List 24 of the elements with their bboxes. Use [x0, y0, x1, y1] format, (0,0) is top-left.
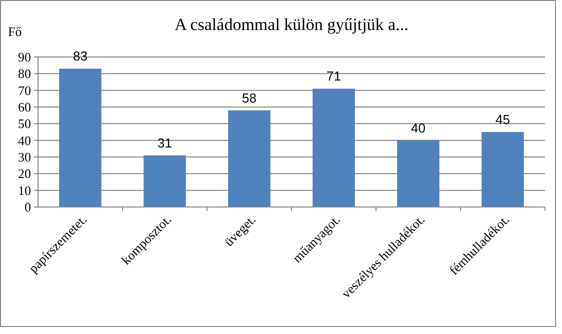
bar: [397, 140, 440, 207]
data-label: 58: [242, 90, 256, 106]
y-tick-label: 0: [24, 200, 31, 215]
data-label: 31: [158, 135, 172, 150]
y-tick-label: 40: [18, 132, 31, 148]
y-tick-label: 30: [18, 150, 31, 165]
y-tick-label: 90: [18, 50, 31, 65]
y-axis-title: Fő: [8, 24, 22, 39]
y-tick-label: 80: [18, 66, 31, 82]
bar: [482, 132, 524, 207]
chart-title: A családommal külön gyűjtjük a...: [174, 15, 408, 34]
y-tick-label: 70: [18, 82, 31, 98]
bar: [312, 88, 355, 207]
bar: [59, 68, 102, 207]
y-tick-label: 60: [18, 100, 31, 115]
y-tick-label: 10: [18, 182, 31, 198]
bar: [144, 155, 186, 207]
data-label: 45: [496, 112, 510, 127]
data-label: 40: [411, 120, 426, 136]
bar: [228, 110, 270, 207]
y-tick-label: 20: [18, 166, 31, 182]
data-label: 83: [73, 48, 88, 64]
y-tick-label: 50: [18, 116, 31, 132]
data-label: 71: [326, 68, 341, 84]
